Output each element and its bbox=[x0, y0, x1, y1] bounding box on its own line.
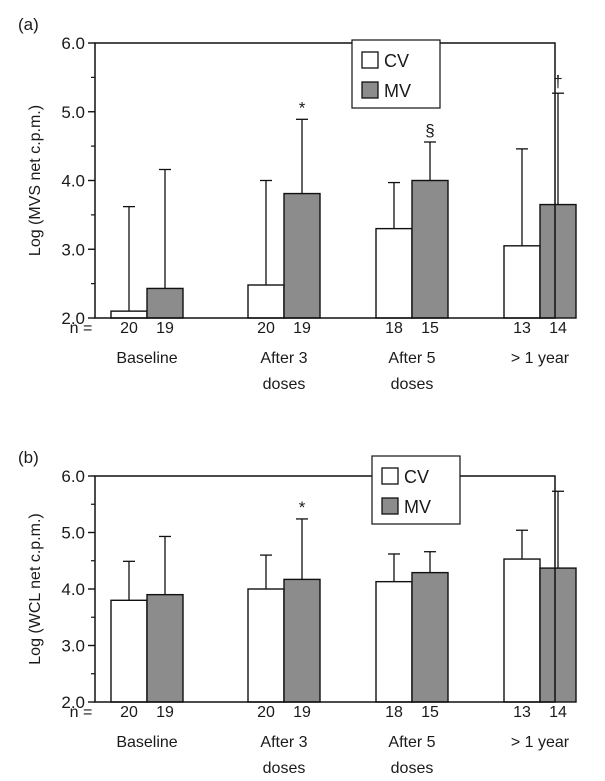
category-label-line: doses bbox=[391, 376, 434, 393]
mv-legend-swatch bbox=[381, 497, 399, 515]
plot-frame bbox=[94, 42, 556, 319]
legend: CV MV bbox=[351, 39, 441, 109]
n-value: 15 bbox=[421, 704, 439, 721]
n-value: 19 bbox=[156, 320, 174, 337]
n-value: 19 bbox=[293, 704, 311, 721]
category-label: After 3 doses bbox=[260, 734, 307, 777]
category-label: Baseline bbox=[116, 734, 177, 751]
mv-legend-swatch bbox=[361, 81, 379, 99]
y-tick-label: 2.0 bbox=[61, 309, 85, 328]
panel-label: (b) bbox=[18, 448, 39, 467]
n-value: 14 bbox=[549, 704, 567, 721]
cv-legend-swatch bbox=[381, 467, 399, 485]
y-tick-label: 5.0 bbox=[61, 524, 85, 543]
panel-label: (a) bbox=[18, 15, 39, 34]
n-value: 20 bbox=[120, 320, 138, 337]
y-tick-label: 5.0 bbox=[61, 103, 85, 122]
category-label: Baseline bbox=[116, 350, 177, 367]
y-tick-label: 2.0 bbox=[61, 693, 85, 712]
mv-bar bbox=[539, 203, 577, 319]
y-tick-label: 3.0 bbox=[61, 637, 85, 656]
cv-bar bbox=[375, 580, 413, 703]
y-axis-label: Log (WCL net c.p.m.) bbox=[27, 513, 44, 664]
panel-a: (a) Log (MVS net c.p.m.) 2.0 3.0 4.0 5.0 6.0 20… bbox=[18, 15, 577, 393]
category-label-line: After 3 bbox=[260, 350, 307, 367]
category-label-line: Baseline bbox=[116, 350, 177, 367]
cv-bar bbox=[503, 558, 541, 703]
n-prefix: n = bbox=[70, 704, 93, 721]
category-label: After 3 doses bbox=[260, 350, 307, 393]
mv-bar bbox=[283, 578, 321, 703]
y-tick-label: 3.0 bbox=[61, 240, 85, 259]
n-value: 19 bbox=[293, 320, 311, 337]
category-label: After 5 doses bbox=[388, 734, 435, 777]
n-prefix: n = bbox=[70, 320, 93, 337]
n-value: 20 bbox=[257, 320, 275, 337]
cv-bar bbox=[110, 599, 148, 703]
y-tick-label: 4.0 bbox=[61, 580, 85, 599]
n-value: 18 bbox=[385, 320, 403, 337]
cv-legend-label: CV bbox=[384, 51, 409, 71]
category-label: > 1 year bbox=[511, 350, 570, 367]
legend-box bbox=[351, 39, 441, 109]
plot-frame bbox=[94, 475, 556, 703]
significance-marker: * bbox=[299, 498, 306, 517]
category-label: After 5 doses bbox=[388, 350, 435, 393]
mv-bar bbox=[146, 593, 184, 703]
panel-b: (b) Log (WCL net c.p.m.) 2.0 3.0 4.0 5.0 6.0 20… bbox=[18, 448, 577, 777]
mv-legend-label: MV bbox=[404, 497, 431, 517]
category-label-line: doses bbox=[263, 376, 306, 393]
mv-bar bbox=[539, 567, 577, 703]
significance-marker: * bbox=[299, 98, 306, 117]
category-label-line: > 1 year bbox=[511, 734, 570, 751]
cv-legend-swatch bbox=[361, 51, 379, 69]
category-label-line: After 3 bbox=[260, 734, 307, 751]
category-label-line: doses bbox=[263, 760, 306, 777]
mv-bar bbox=[283, 192, 321, 319]
n-value: 19 bbox=[156, 704, 174, 721]
category-label-line: Baseline bbox=[116, 734, 177, 751]
y-axis-label: Log (MVS net c.p.m.) bbox=[27, 105, 44, 256]
category-label: > 1 year bbox=[511, 734, 570, 751]
n-value: 13 bbox=[513, 320, 531, 337]
category-label-line: After 5 bbox=[388, 734, 435, 751]
n-value: 13 bbox=[513, 704, 531, 721]
cv-bar bbox=[247, 284, 285, 319]
mv-legend-label: MV bbox=[384, 81, 411, 101]
category-label-line: > 1 year bbox=[511, 350, 570, 367]
mv-bar bbox=[146, 287, 184, 319]
category-label-line: doses bbox=[391, 760, 434, 777]
cv-bar bbox=[375, 227, 413, 319]
cv-bar bbox=[503, 245, 541, 319]
significance-marker: § bbox=[425, 121, 434, 140]
cv-bar bbox=[247, 588, 285, 703]
mv-bar bbox=[411, 179, 449, 319]
n-value: 20 bbox=[257, 704, 275, 721]
cv-legend-label: CV bbox=[404, 467, 429, 487]
legend: CV MV bbox=[371, 455, 461, 525]
n-value: 18 bbox=[385, 704, 403, 721]
y-tick-label: 4.0 bbox=[61, 172, 85, 191]
n-value: 15 bbox=[421, 320, 439, 337]
mv-bar bbox=[411, 571, 449, 703]
category-label-line: After 5 bbox=[388, 350, 435, 367]
y-tick-label: 6.0 bbox=[61, 34, 85, 53]
n-value: 20 bbox=[120, 704, 138, 721]
n-value: 14 bbox=[549, 320, 567, 337]
cv-bar bbox=[110, 310, 148, 319]
y-tick-label: 6.0 bbox=[61, 467, 85, 486]
significance-marker: † bbox=[553, 72, 562, 91]
